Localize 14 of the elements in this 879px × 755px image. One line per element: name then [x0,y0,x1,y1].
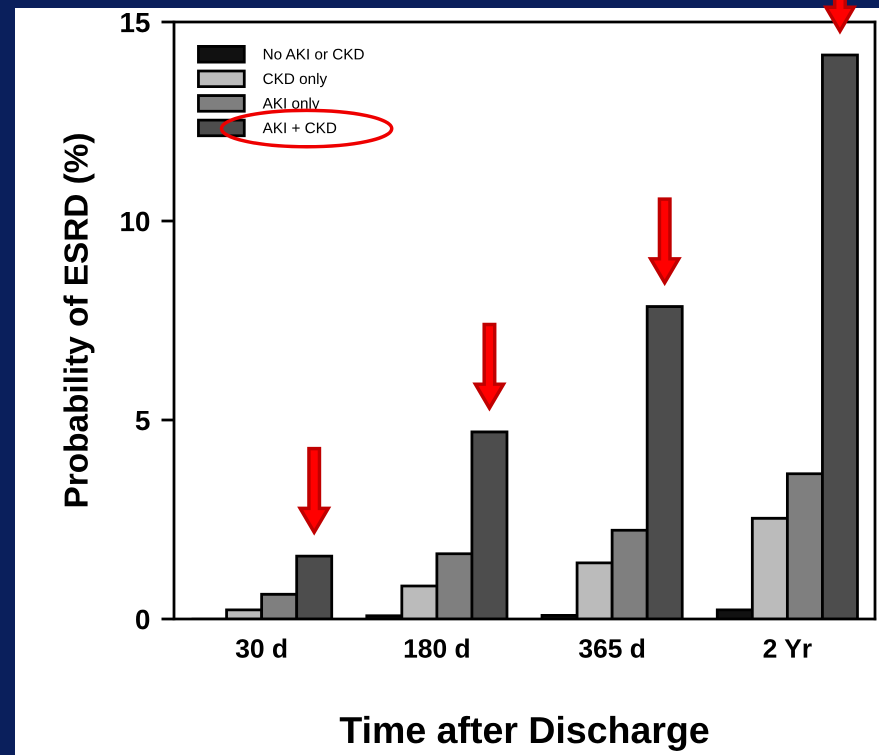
x-tick-label: 2 Yr [764,639,812,658]
x-axis-title: Time after Discharge [340,716,708,751]
y-tick-label: 0 [136,610,150,630]
legend-label: No AKI or CKD [264,48,364,60]
y-tick-label: 5 [136,410,150,430]
x-tick-label: 180 d [404,638,469,658]
x-tick-label: 30 d [236,638,286,658]
legend-label: AKI only [262,97,320,112]
y-tick-label: 10 [121,212,150,232]
y-axis-title: Probability of ESRD (%) [63,134,94,506]
x-tick-label: 365 d [578,638,644,658]
legend-label: CKD only [263,72,328,88]
legend-label: AKI + CKD [262,122,336,134]
y-tick-label: 15 [121,12,150,32]
